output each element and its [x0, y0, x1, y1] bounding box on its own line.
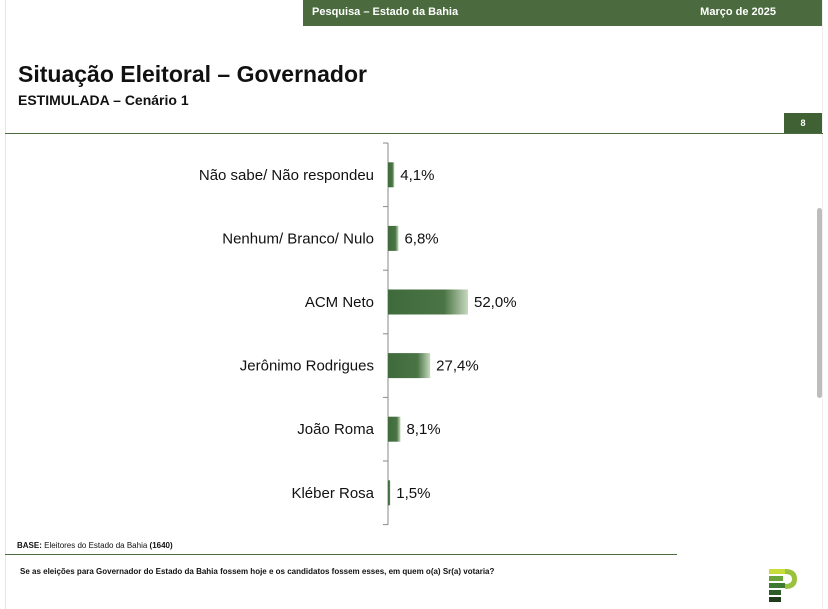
- header-bar: Pesquisa – Estado da Bahia Março de 2025: [303, 0, 822, 26]
- value-label: 8,1%: [406, 421, 440, 438]
- header-divider: [5, 133, 823, 134]
- bar-chart: Não sabe/ Não respondeu 4,1% Nenhum/ Branc…: [0, 140, 600, 540]
- base-count: (1640): [149, 541, 173, 550]
- category-label: Nenhum/ Branco/ Nulo: [222, 230, 374, 247]
- bar: [388, 289, 468, 315]
- category-label: ACM Neto: [305, 294, 374, 311]
- base-prefix: BASE:: [17, 541, 42, 550]
- base-note: BASE: Eleitores do Estado da Bahia (1640…: [17, 541, 173, 550]
- value-label: 1,5%: [396, 485, 430, 502]
- bar: [388, 162, 395, 188]
- category-label: João Roma: [297, 421, 374, 438]
- bar: [388, 480, 391, 506]
- value-label: 27,4%: [436, 358, 479, 375]
- bar: [388, 416, 401, 442]
- page-title: Situação Eleitoral – Governador: [18, 61, 367, 87]
- category-label: Não sabe/ Não respondeu: [199, 167, 374, 184]
- frame-left-edge: [5, 0, 6, 609]
- date-label: Março de 2025: [700, 6, 776, 18]
- value-label: 6,8%: [404, 230, 438, 247]
- bar: [388, 225, 399, 251]
- brand-logo-icon: [769, 569, 797, 602]
- page-subtitle: ESTIMULADA – Cenário 1: [18, 92, 189, 108]
- scrollbar[interactable]: [817, 208, 822, 398]
- base-text: Eleitores do Estado da Bahia: [44, 541, 148, 550]
- bar: [388, 353, 431, 379]
- category-label: Jerônimo Rodrigues: [240, 358, 374, 375]
- page-number-badge: 8: [784, 113, 822, 133]
- survey-question: Se as eleições para Governador do Estado…: [20, 567, 495, 576]
- survey-label: Pesquisa – Estado da Bahia: [312, 6, 459, 18]
- value-label: 52,0%: [474, 294, 517, 311]
- frame-right-edge: [822, 0, 823, 609]
- bar-chart-svg: Não sabe/ Não respondeu 4,1% Nenhum/ Branc…: [199, 142, 517, 526]
- footer-divider: [5, 554, 677, 555]
- value-label: 4,1%: [400, 167, 434, 184]
- category-label: Kléber Rosa: [291, 485, 374, 502]
